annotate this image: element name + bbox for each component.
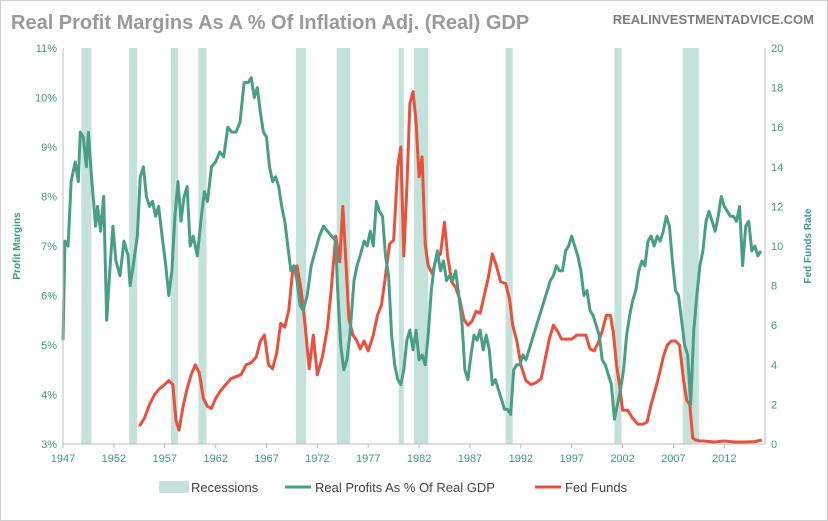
x-tick-label: 1962 (203, 453, 227, 465)
y2-tick-label: 18 (771, 83, 783, 95)
chart-title: Real Profit Margins As A % Of Inflation … (11, 12, 529, 34)
profit-margin-series (61, 76, 763, 421)
y2-tick-label: 6 (771, 320, 777, 332)
recession-band-3 (198, 48, 207, 444)
x-tick-label: 2002 (610, 453, 634, 465)
legend-label-fed-funds: Fed Funds (565, 480, 628, 495)
legend-label-profits: Real Profits As % Of Real GDP (315, 480, 495, 495)
profit-margin-line (61, 76, 763, 421)
x-tick-label: 1982 (407, 453, 431, 465)
fed-funds-series (138, 90, 763, 444)
x-tick-label: 2012 (712, 453, 736, 465)
y2-tick-label: 14 (771, 162, 783, 174)
y2-tick-label: 20 (771, 43, 783, 55)
left-axis-ticks: 3% 4% 5% 6% 7% 8% 9% 10% 11% (35, 43, 57, 451)
y2-tick-label: 12 (771, 201, 783, 213)
recession-band-9 (614, 48, 622, 444)
y-tick-label: 8% (41, 192, 57, 204)
y-tick-label: 5% (41, 340, 57, 352)
recession-band-6 (398, 48, 404, 444)
legend-label-recessions: Recessions (191, 480, 259, 495)
x-tick-label: 1992 (509, 453, 533, 465)
y2-tick-label: 8 (771, 281, 777, 293)
x-tick-label: 1977 (356, 453, 380, 465)
legend-swatch-recessions (159, 481, 189, 493)
recession-band-0 (81, 48, 92, 444)
y-tick-label: 3% (41, 439, 57, 451)
y2-tick-label: 0 (771, 439, 777, 451)
y-tick-label: 4% (41, 390, 57, 402)
recession-band-4 (295, 48, 307, 444)
y-tick-label: 7% (41, 241, 57, 253)
right-axis-ticks: 0 2 4 6 8 10 12 14 16 18 20 (771, 43, 783, 451)
y-tick-label: 11% (36, 43, 57, 55)
source-label: REALINVESTMENTADVICE.COM (613, 12, 814, 27)
recession-band-8 (505, 48, 513, 444)
y2-tick-label: 10 (771, 241, 783, 253)
x-tick-label: 1987 (458, 453, 482, 465)
y2-tick-label: 4 (771, 360, 777, 372)
x-tick-label: 1952 (102, 453, 126, 465)
right-axis-title: Fed Funds Rate (803, 208, 814, 283)
legend: Recessions Real Profits As % Of Real GDP… (159, 480, 628, 495)
y-tick-label: 10% (35, 93, 57, 105)
x-tick-label: 1972 (305, 453, 329, 465)
left-axis-title: Profit Margins (12, 212, 23, 280)
y-tick-label: 9% (41, 142, 57, 154)
x-tick-label: 2007 (661, 453, 685, 465)
x-tick-label: 1967 (254, 453, 278, 465)
y-tick-label: 6% (41, 291, 57, 303)
x-axis-ticks: 1947 1952 1957 1962 1967 1972 1977 1982 1987 1992… (51, 444, 737, 465)
x-tick-label: 1957 (152, 453, 176, 465)
fed-funds-line (138, 90, 763, 444)
x-tick-label: 1997 (559, 453, 583, 465)
y2-tick-label: 16 (771, 122, 783, 134)
recession-band-1 (129, 48, 138, 444)
x-tick-label: 1947 (51, 453, 75, 465)
recession-band-10 (682, 48, 699, 444)
y2-tick-label: 2 (771, 399, 777, 411)
